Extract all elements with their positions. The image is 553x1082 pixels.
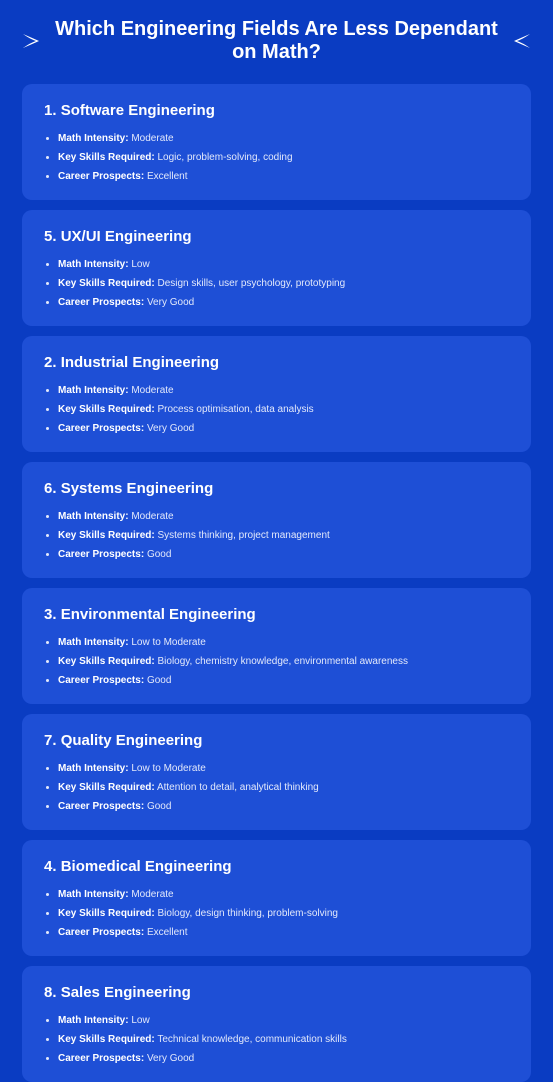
card-bullets: Math Intensity: Moderate Key Skills Requ… xyxy=(44,507,509,564)
card-title: 5. UX/UI Engineering xyxy=(44,228,509,245)
field-card: 7. Quality Engineering Math Intensity: L… xyxy=(22,714,531,830)
card-title: 6. Systems Engineering xyxy=(44,480,509,497)
key-skills-row: Key Skills Required: Logic, problem-solv… xyxy=(46,148,509,167)
math-intensity-row: Math Intensity: Moderate xyxy=(46,129,509,148)
field-card: 5. UX/UI Engineering Math Intensity: Low… xyxy=(22,210,531,326)
card-bullets: Math Intensity: Low Key Skills Required:… xyxy=(44,1011,509,1068)
career-prospects-row: Career Prospects: Good xyxy=(46,671,509,690)
card-bullets: Math Intensity: Moderate Key Skills Requ… xyxy=(44,381,509,438)
page-title: Which Engineering Fields Are Less Depend… xyxy=(50,18,503,64)
field-card: 3. Environmental Engineering Math Intens… xyxy=(22,588,531,704)
card-bullets: Math Intensity: Moderate Key Skills Requ… xyxy=(44,129,509,186)
card-title: 4. Biomedical Engineering xyxy=(44,858,509,875)
key-skills-row: Key Skills Required: Biology, design thi… xyxy=(46,904,509,923)
card-bullets: Math Intensity: Low to Moderate Key Skil… xyxy=(44,759,509,816)
card-bullets: Math Intensity: Low to Moderate Key Skil… xyxy=(44,633,509,690)
math-intensity-row: Math Intensity: Low to Moderate xyxy=(46,759,509,778)
card-title: 7. Quality Engineering xyxy=(44,732,509,749)
field-card: 2. Industrial Engineering Math Intensity… xyxy=(22,336,531,452)
card-bullets: Math Intensity: Moderate Key Skills Requ… xyxy=(44,885,509,942)
field-card: 1. Software Engineering Math Intensity: … xyxy=(22,84,531,200)
key-skills-row: Key Skills Required: Systems thinking, p… xyxy=(46,526,509,545)
career-prospects-row: Career Prospects: Very Good xyxy=(46,419,509,438)
math-intensity-row: Math Intensity: Low xyxy=(46,255,509,274)
cards-container: 1. Software Engineering Math Intensity: … xyxy=(22,84,531,1082)
career-prospects-row: Career Prospects: Good xyxy=(46,545,509,564)
math-intensity-row: Math Intensity: Low xyxy=(46,1011,509,1030)
key-skills-row: Key Skills Required: Attention to detail… xyxy=(46,778,509,797)
card-title: 8. Sales Engineering xyxy=(44,984,509,1001)
key-skills-row: Key Skills Required: Technical knowledge… xyxy=(46,1030,509,1049)
leaf-right-icon xyxy=(513,34,531,48)
leaf-left-icon xyxy=(22,34,40,48)
key-skills-row: Key Skills Required: Process optimisatio… xyxy=(46,400,509,419)
career-prospects-row: Career Prospects: Good xyxy=(46,797,509,816)
field-card: 8. Sales Engineering Math Intensity: Low… xyxy=(22,966,531,1082)
field-card: 6. Systems Engineering Math Intensity: M… xyxy=(22,462,531,578)
title-row: Which Engineering Fields Are Less Depend… xyxy=(22,18,531,64)
math-intensity-row: Math Intensity: Moderate xyxy=(46,381,509,400)
key-skills-row: Key Skills Required: Biology, chemistry … xyxy=(46,652,509,671)
card-title: 3. Environmental Engineering xyxy=(44,606,509,623)
career-prospects-row: Career Prospects: Very Good xyxy=(46,1049,509,1068)
career-prospects-row: Career Prospects: Very Good xyxy=(46,293,509,312)
math-intensity-row: Math Intensity: Moderate xyxy=(46,507,509,526)
career-prospects-row: Career Prospects: Excellent xyxy=(46,167,509,186)
math-intensity-row: Math Intensity: Moderate xyxy=(46,885,509,904)
key-skills-row: Key Skills Required: Design skills, user… xyxy=(46,274,509,293)
math-intensity-row: Math Intensity: Low to Moderate xyxy=(46,633,509,652)
card-title: 2. Industrial Engineering xyxy=(44,354,509,371)
career-prospects-row: Career Prospects: Excellent xyxy=(46,923,509,942)
field-card: 4. Biomedical Engineering Math Intensity… xyxy=(22,840,531,956)
card-title: 1. Software Engineering xyxy=(44,102,509,119)
card-bullets: Math Intensity: Low Key Skills Required:… xyxy=(44,255,509,312)
